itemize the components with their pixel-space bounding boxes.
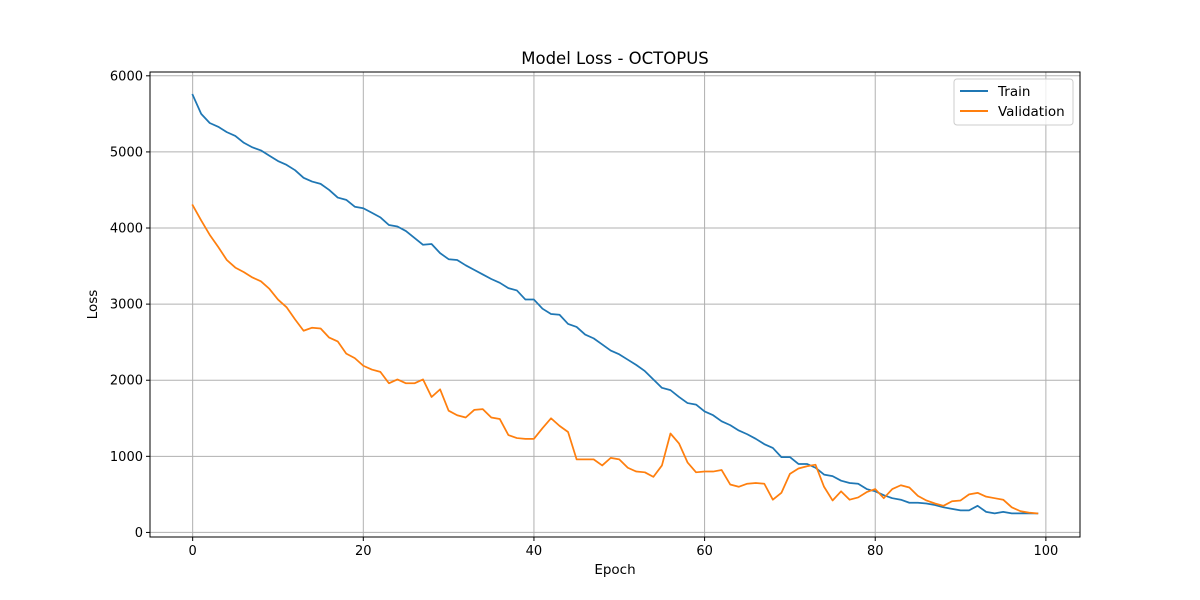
- y-tick-label: 3000: [110, 298, 143, 313]
- x-tick-label: 80: [867, 544, 884, 559]
- y-tick-label: 0: [135, 526, 143, 541]
- legend-label-train: Train: [997, 84, 1030, 100]
- chart-title: Model Loss - OCTOPUS: [521, 49, 709, 68]
- series-layer: [191, 93, 1039, 515]
- x-tick-label: 60: [696, 544, 713, 559]
- x-tick-label: 40: [526, 544, 543, 559]
- y-tick-label: 1000: [110, 450, 143, 465]
- series-line-train: [191, 93, 1039, 515]
- y-axis-title: Loss: [85, 290, 101, 320]
- y-tick-label: 5000: [110, 145, 143, 160]
- legend-label-validation: Validation: [998, 104, 1065, 120]
- x-tick-label: 0: [189, 544, 197, 559]
- x-tick-label: 20: [355, 544, 372, 559]
- y-tick-label: 6000: [110, 69, 143, 84]
- y-tick-label: 2000: [110, 374, 143, 389]
- y-tick-label: 4000: [110, 222, 143, 237]
- x-tick-label: 100: [1033, 544, 1058, 559]
- x-axis-title: Epoch: [594, 562, 635, 578]
- legend: Train Validation: [953, 78, 1074, 126]
- grid: [150, 72, 1080, 537]
- series-line-validation: [191, 203, 1039, 515]
